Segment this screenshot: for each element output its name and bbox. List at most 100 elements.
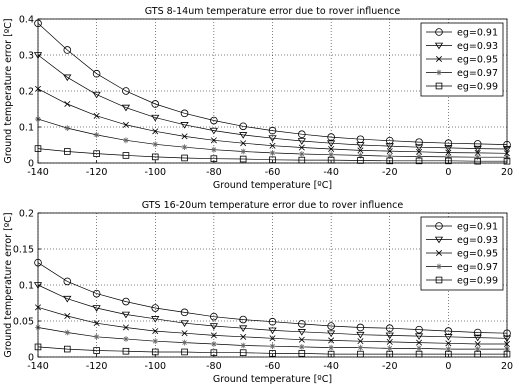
legend-marker: [434, 42, 444, 50]
legend-label: eg=0.95: [457, 249, 498, 260]
data-point: [415, 157, 423, 165]
legend-entry: eg=0.91: [426, 28, 498, 39]
data-point: [297, 138, 306, 145]
data-point: [327, 322, 335, 330]
legend-entry: eg=0.99: [426, 276, 498, 287]
data-point: [239, 315, 247, 324]
data-point: [93, 320, 100, 327]
data-point: [239, 325, 248, 333]
legend-marker: [436, 69, 442, 76]
data-point: [209, 323, 218, 330]
series-line: [37, 23, 508, 145]
data-point: [122, 152, 130, 159]
data-point: [64, 148, 71, 155]
x-tick-label: -20: [382, 361, 398, 372]
data-point: [328, 151, 335, 158]
x-tick-label: 0: [445, 361, 451, 372]
data-point: [474, 154, 481, 161]
data-point: [415, 325, 423, 334]
data-point: [328, 344, 335, 351]
data-point: [63, 277, 72, 286]
data-point: [93, 112, 100, 119]
legend-label: eg=0.97: [457, 262, 498, 273]
x-axis-label: Ground temperature [ºC]: [213, 374, 332, 385]
data-point: [444, 139, 453, 148]
data-point: [298, 130, 306, 139]
series-eg=0.93: [33, 52, 512, 153]
x-tick-label: -40: [323, 361, 339, 372]
data-point: [386, 153, 393, 160]
data-point: [239, 122, 247, 131]
legend-box: [420, 216, 504, 291]
x-tick-label: -120: [86, 361, 108, 372]
legend-marker: [436, 263, 442, 270]
legend-marker: [435, 276, 443, 284]
chart-title: GTS 8-14um temperature error due to rove…: [145, 6, 401, 17]
data-point: [210, 332, 217, 339]
data-point: [181, 330, 188, 337]
data-point: [298, 151, 305, 157]
data-point: [239, 155, 247, 163]
data-point: [180, 320, 189, 327]
data-point: [151, 100, 160, 108]
chart-panel-2: -140 -120 -100 -80 -60 -40 -20 0 20 0 0.05 0.1 0.15 0…: [3, 200, 513, 385]
data-point: [210, 146, 217, 153]
data-point: [445, 340, 452, 347]
data-point: [123, 336, 129, 342]
y-tick-label: 0.1: [19, 281, 34, 292]
data-point: [180, 109, 189, 118]
data-point: [416, 148, 423, 155]
data-point: [357, 147, 364, 154]
data-point: [152, 128, 159, 135]
data-point: [122, 121, 129, 128]
x-tick-label: -60: [265, 361, 281, 372]
data-point: [92, 69, 101, 78]
data-point: [357, 338, 364, 345]
data-point: [93, 333, 100, 340]
data-point: [473, 334, 482, 342]
data-point: [298, 320, 306, 328]
legend-marker: [435, 82, 443, 90]
legend-label: eg=0.91: [457, 28, 498, 39]
legend-entry: eg=0.93: [426, 41, 498, 52]
chart-title: GTS 16-20um temperature error due to rov…: [142, 200, 404, 211]
data-point: [63, 74, 72, 82]
data-point: [210, 341, 217, 347]
data-point: [416, 339, 423, 346]
data-point: [327, 140, 336, 148]
legend-label: eg=0.95: [457, 55, 498, 66]
data-point: [209, 127, 218, 135]
data-point: [445, 157, 452, 165]
data-point: [357, 344, 364, 351]
data-point: [297, 329, 306, 336]
legend-entry: eg=0.95: [426, 55, 498, 66]
data-point: [122, 87, 130, 95]
data-point: [93, 347, 100, 354]
data-point: [416, 153, 422, 160]
data-point: [474, 341, 481, 348]
series-line: [37, 346, 507, 355]
data-point: [151, 153, 159, 161]
x-tick-label: -140: [27, 361, 49, 372]
data-point: [64, 345, 71, 353]
data-point: [327, 330, 336, 338]
data-point: [414, 144, 424, 151]
y-axis-label: Ground temperature error [ºC]: [3, 212, 14, 357]
data-point: [240, 148, 247, 155]
data-point: [240, 342, 247, 349]
series-eg=0.91: [34, 19, 511, 149]
legend-marker: [435, 28, 443, 36]
y-tick-label: 0.2: [19, 209, 34, 220]
data-point: [122, 324, 129, 331]
data-point: [386, 157, 394, 165]
x-tick-label: 20: [501, 167, 513, 178]
data-point: [444, 334, 453, 341]
x-tick-label: -80: [206, 361, 222, 372]
data-point: [445, 346, 452, 352]
x-tick-label: -100: [144, 361, 166, 372]
x-tick-label: 20: [501, 361, 513, 372]
data-point: [298, 344, 305, 350]
data-point: [298, 144, 305, 151]
chart-panel-1: -140 -120 -100 -80 -60 -40 -20 0 20 0 0.1 0.2 0.3 0.4…: [3, 6, 513, 191]
y-tick-label: 0.1: [19, 123, 34, 134]
